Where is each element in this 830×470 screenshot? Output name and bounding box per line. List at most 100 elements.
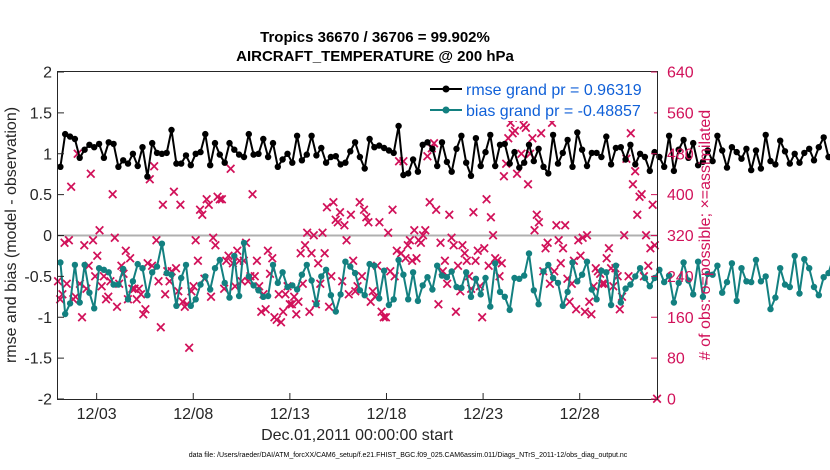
obs-assimilated-marker: ×: [417, 226, 430, 244]
obs-assimilated-marker: ×: [222, 246, 235, 264]
obs-assimilated-marker: ×: [506, 124, 519, 142]
obs-assimilated-marker: ×: [251, 252, 264, 270]
obs-assimilated-marker: ×: [367, 282, 380, 300]
rmse-point: [308, 132, 315, 139]
rmse-point: [390, 149, 397, 157]
rmse-point: [279, 156, 286, 163]
rmse-point: [284, 150, 291, 157]
chart-subtitle: AIRCRAFT_TEMPERATURE @ 200 hPa: [236, 48, 514, 65]
obs-assimilated-marker: ×: [358, 200, 371, 218]
obs-assimilated-marker: ×: [220, 252, 233, 270]
obs-assimilated-marker: ×: [572, 231, 585, 249]
bias-point: [221, 279, 228, 287]
obs-assimilated-marker: ×: [356, 267, 369, 285]
bias-point: [289, 282, 296, 289]
obs-assimilated-marker: ×: [539, 239, 552, 257]
rmse-point: [665, 132, 673, 139]
y-tick-label: -0.5: [24, 269, 52, 286]
rmse-point: [690, 139, 697, 147]
obs-assimilated-marker: ×: [342, 285, 355, 303]
rmse-point: [269, 139, 277, 147]
obs-assimilated-marker: ×: [649, 236, 662, 254]
bias-point: [356, 287, 364, 294]
rmse-point: [303, 151, 310, 158]
obs-assimilated-marker: ×: [157, 195, 170, 213]
rmse-point: [463, 159, 470, 166]
rmse-point: [578, 146, 586, 153]
y-tick-label: 1: [43, 146, 52, 163]
rmse-point: [506, 160, 513, 167]
y-tick-label: -1: [38, 310, 52, 327]
rmse-point: [395, 122, 402, 130]
rmse-point: [153, 149, 161, 157]
rmse-point: [762, 131, 769, 139]
bias-point: [158, 240, 166, 247]
rmse-point: [293, 132, 301, 139]
rmse-point: [380, 144, 388, 152]
obs-assimilated-marker: ×: [100, 290, 113, 308]
bias-point: [86, 289, 93, 296]
obs-assimilated-marker: ×: [635, 185, 648, 203]
legend-box: [424, 77, 654, 121]
bias-point: [525, 250, 533, 257]
rmse-point: [661, 163, 668, 170]
rmse-point: [777, 137, 784, 144]
obs-assimilated-marker: ×: [624, 124, 637, 142]
obs-assimilated-marker: ×: [139, 300, 152, 318]
rmse-point: [757, 165, 765, 172]
obs-assimilated-marker: ×: [386, 200, 399, 218]
bias-point: [487, 303, 494, 310]
obs-assimilated-marker: ×: [485, 208, 498, 226]
bias-point: [752, 256, 760, 264]
bias-point: [714, 262, 721, 269]
bias-point: [661, 278, 668, 286]
bias-point: [516, 275, 523, 282]
obs-assimilated-marker: ×: [203, 195, 216, 213]
bias-point: [187, 302, 194, 309]
obs-assimilated-marker: ×: [467, 203, 480, 221]
x-tick-label: 12/03: [77, 406, 117, 423]
rmse-point: [351, 139, 359, 146]
obs-assimilated-marker: ×: [205, 287, 218, 305]
x-tick-label: 12/23: [463, 406, 503, 423]
obs-assimilated-marker: ×: [63, 231, 76, 249]
obs-assimilated-marker: ×: [174, 195, 187, 213]
rmse-point: [723, 164, 731, 171]
y-tick-label: 0.5: [30, 187, 52, 204]
rmse-point: [670, 167, 678, 175]
bias-point: [636, 265, 644, 272]
bias-point: [670, 299, 678, 306]
legend-rmse-marker: [442, 85, 450, 93]
obs-assimilated-marker: ×: [246, 185, 259, 203]
rmse-point: [221, 159, 228, 166]
rmse-point: [419, 141, 426, 148]
obs-assimilated-marker: ×: [168, 183, 181, 201]
bias-point: [216, 256, 223, 264]
rmse-point: [801, 149, 808, 157]
y-right-tick-label: 240: [667, 269, 694, 286]
rmse-point: [641, 153, 649, 161]
obs-assimilated-marker: ×: [471, 241, 484, 259]
bias-point: [820, 274, 827, 281]
obs-assimilated-marker: ×: [410, 249, 423, 267]
legend: rmse grand pr = 0.96319 bias grand pr = …: [424, 77, 654, 121]
rmse-point: [632, 161, 639, 168]
obs-assimilated-marker: ×: [412, 231, 425, 249]
obs-assimilated-marker: ×: [640, 226, 653, 244]
bias-point: [801, 256, 808, 263]
obs-assimilated-marker: ×: [87, 231, 100, 249]
rmse-point: [366, 135, 373, 143]
bias-point: [506, 306, 513, 314]
bias-point: [105, 269, 112, 276]
bias-point: [149, 269, 156, 276]
obs-assimilated-marker: ×: [629, 162, 642, 180]
bias-point: [366, 260, 373, 268]
obs-assimilated-marker: ×: [441, 275, 454, 293]
obs-assimilated-marker: ×: [211, 188, 224, 206]
bias-point: [274, 279, 281, 287]
obs-assimilated-marker: ×: [627, 175, 640, 193]
bias-point: [463, 269, 470, 276]
legend-rmse-label: rmse grand pr = 0.96319: [466, 82, 642, 99]
obs-assimilated-marker: ×: [307, 226, 320, 244]
bias-point: [61, 310, 69, 318]
